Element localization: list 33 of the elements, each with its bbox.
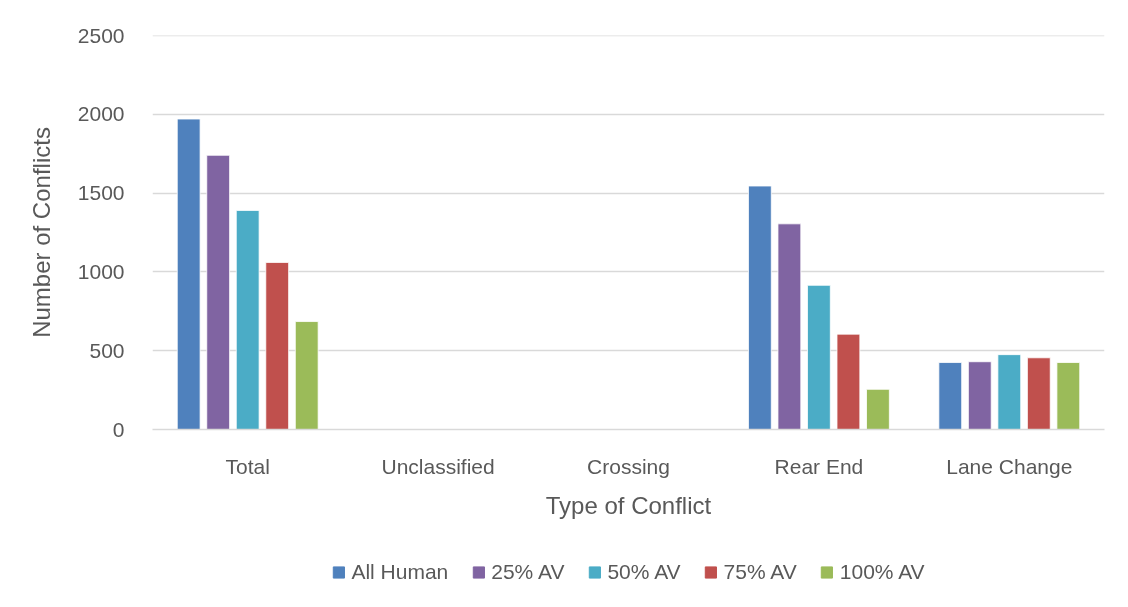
y-axis-title: Number of Conflicts — [27, 127, 55, 338]
legend-label: 75% AV — [723, 560, 797, 584]
legend-label: All Human — [351, 560, 449, 584]
bar — [176, 118, 201, 430]
y-tick-label: 500 — [89, 338, 125, 362]
x-tick-label: Crossing — [587, 454, 670, 478]
x-tick-label: Total — [225, 454, 270, 478]
bar — [836, 333, 861, 430]
bar — [807, 284, 831, 430]
bar — [777, 223, 802, 430]
bar — [1026, 357, 1051, 430]
y-tick-label: 1000 — [77, 259, 125, 283]
bar — [235, 210, 260, 430]
y-tick-label: 2000 — [77, 102, 125, 126]
bar — [938, 362, 963, 430]
legend-label: 50% AV — [607, 560, 681, 584]
y-tick-label: 0 — [112, 417, 125, 441]
bar — [206, 154, 231, 430]
x-tick-label: Unclassified — [381, 454, 495, 478]
y-tick-label: 1500 — [77, 181, 125, 205]
x-tick-label: Rear End — [774, 454, 864, 478]
bar — [265, 262, 290, 430]
bar — [997, 354, 1022, 430]
legend-label: 25% AV — [491, 560, 565, 584]
x-tick-label: Lane Change — [946, 454, 1073, 478]
x-axis-title: Type of Conflict — [545, 491, 712, 519]
bar — [1056, 362, 1081, 430]
bar — [967, 361, 992, 430]
bar — [294, 321, 319, 430]
bar — [748, 185, 772, 430]
bar — [866, 388, 890, 430]
legend-label: 100% AV — [839, 560, 925, 584]
y-tick-label: 2500 — [77, 23, 125, 47]
